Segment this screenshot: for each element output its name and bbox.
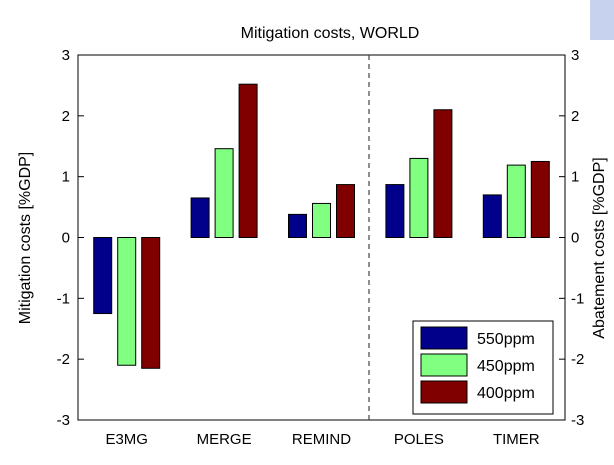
legend-label: 400ppm	[477, 385, 535, 402]
x-tick-label: TIMER	[493, 431, 540, 448]
bar-merge-400ppm	[238, 83, 258, 238]
bar-poles-400ppm	[433, 109, 453, 238]
y-tick-label-right: 0	[571, 230, 579, 247]
bar-merge-550ppm	[190, 197, 210, 238]
bar-poles-550ppm	[385, 184, 405, 238]
legend-label: 450ppm	[477, 358, 535, 375]
y-tick-label-right: 3	[571, 47, 579, 64]
bar-poles-450ppm	[409, 157, 429, 239]
y-axis-label-right: Abatement costs [%GDP]	[591, 157, 608, 338]
bar-timer-450ppm	[506, 164, 526, 239]
x-tick-label: MERGE	[197, 431, 252, 448]
legend-swatch	[420, 326, 468, 350]
bar-e3mg-550ppm	[93, 237, 113, 315]
y-tick-label-right: -2	[571, 351, 584, 368]
legend-label: 550ppm	[477, 331, 535, 348]
legend: 550ppm 450ppm 400ppm	[412, 320, 554, 415]
y-tick-label-left: -2	[57, 351, 70, 368]
legend-swatch	[420, 353, 468, 377]
bar-e3mg-450ppm	[117, 237, 137, 366]
y-tick-label-left: 3	[62, 47, 70, 64]
y-tick-label-right: 1	[571, 169, 579, 186]
y-tick-label-left: 2	[62, 108, 70, 125]
y-tick-label-right: -1	[571, 290, 584, 307]
background-sliver	[590, 0, 614, 40]
bar-remind-450ppm	[312, 202, 331, 238]
x-tick-label: POLES	[394, 431, 444, 448]
bar-merge-450ppm	[214, 148, 234, 238]
y-tick-label-left: -1	[57, 290, 70, 307]
chart-title: Mitigation costs, WORLD	[241, 25, 420, 42]
y-axis-label-left: Mitigation costs [%GDP]	[17, 152, 34, 325]
bar-e3mg-400ppm	[141, 237, 161, 369]
x-tick-label: E3MG	[105, 431, 148, 448]
y-tick-label-right: -3	[571, 412, 584, 429]
legend-swatch	[420, 380, 468, 404]
bar-timer-400ppm	[530, 160, 550, 238]
y-tick-label-left: 0	[62, 230, 70, 247]
x-tick-label: REMIND	[292, 431, 351, 448]
y-tick-label-right: 2	[571, 108, 579, 125]
y-tick-label-left: -3	[57, 412, 70, 429]
bar-remind-400ppm	[336, 184, 355, 238]
y-tick-label-left: 1	[62, 169, 70, 186]
bar-remind-550ppm	[288, 213, 307, 238]
bar-timer-550ppm	[482, 194, 502, 239]
